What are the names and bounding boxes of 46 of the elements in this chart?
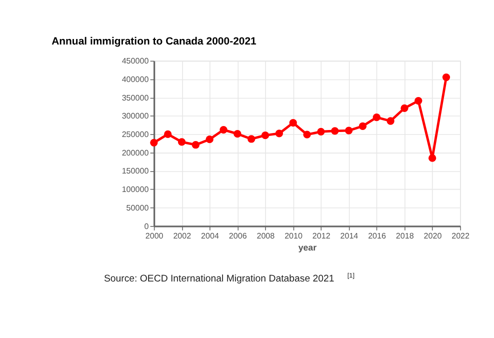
y-tick-label: 0 <box>144 222 150 231</box>
point <box>261 132 270 140</box>
point <box>248 135 256 143</box>
point <box>386 117 394 125</box>
point <box>220 126 228 134</box>
point <box>372 114 380 122</box>
point <box>234 130 242 138</box>
point <box>206 136 214 144</box>
point <box>150 138 158 146</box>
y-tick-label: 100000 <box>122 185 150 194</box>
point <box>428 154 436 162</box>
x-tick-label: 2022 <box>452 231 470 240</box>
point <box>358 122 367 130</box>
x-tick-label: 2016 <box>368 231 387 240</box>
x-tick-label: 2000 <box>145 231 164 240</box>
point <box>400 104 408 112</box>
x-axis-title: year <box>298 242 318 253</box>
point <box>303 130 311 138</box>
point <box>192 141 200 149</box>
y-tick-label: 300000 <box>122 112 150 121</box>
point <box>164 130 172 138</box>
x-tick-label: 2010 <box>284 231 303 240</box>
y-tick-label: 150000 <box>122 166 150 176</box>
chart-title: Annual immigration to Canada 2000-2021 <box>52 36 257 48</box>
point <box>289 119 297 127</box>
y-tick-label: 350000 <box>122 93 150 102</box>
y-tick-label: 400000 <box>122 74 150 84</box>
x-tick-label: 2012 <box>312 231 331 240</box>
y-tick-label: 450000 <box>122 56 150 66</box>
x-tick-label: 2008 <box>256 231 276 240</box>
point <box>344 126 353 134</box>
point <box>331 127 339 135</box>
x-tick-label: 2018 <box>396 231 414 240</box>
x-tick-label: 2002 <box>173 231 192 240</box>
y-tick-label: 50000 <box>126 203 150 212</box>
point <box>275 130 284 138</box>
point <box>317 128 325 136</box>
x-tick-label: 2006 <box>228 231 248 240</box>
x-tick-label: 2020 <box>424 231 442 240</box>
y-tick-label: 200000 <box>122 148 150 158</box>
y-tick-label: 250000 <box>122 130 150 140</box>
point <box>178 138 186 146</box>
point <box>442 73 450 82</box>
point <box>414 96 422 105</box>
x-tick-label: 2004 <box>201 231 220 240</box>
x-tick-label: 2014 <box>340 231 359 240</box>
